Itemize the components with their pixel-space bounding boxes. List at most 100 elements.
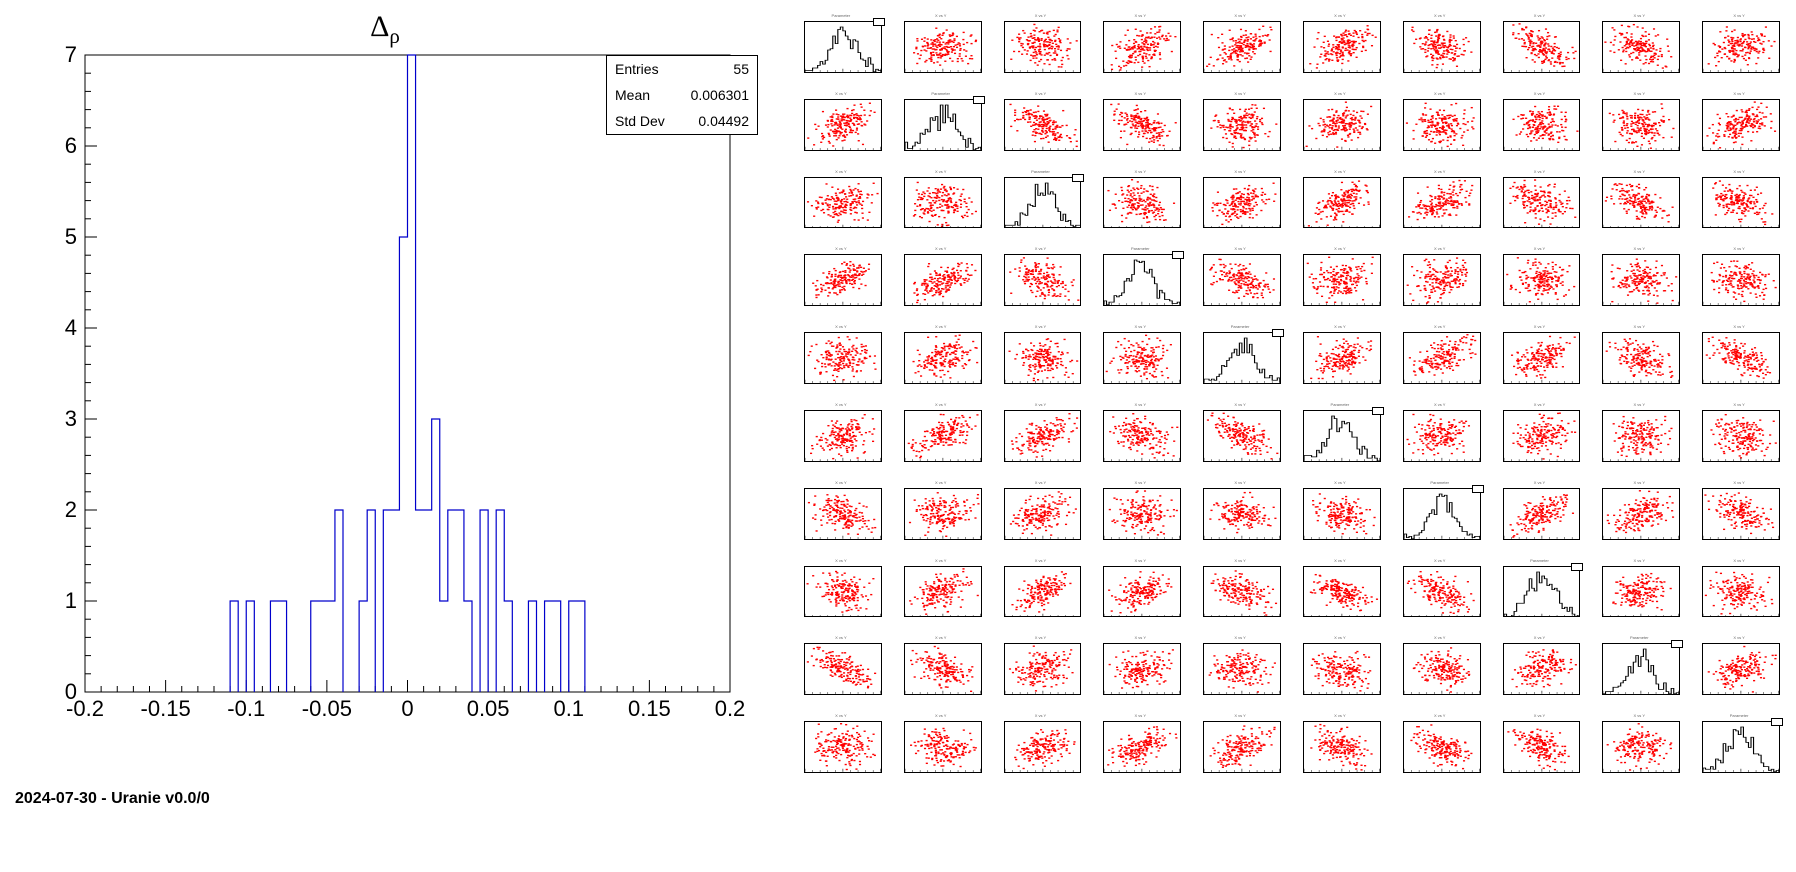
mini-plot-frame — [1702, 721, 1780, 773]
mini-plot-frame — [1403, 332, 1481, 384]
mini-plot-frame — [904, 99, 982, 151]
mini-plot-frame — [1004, 332, 1082, 384]
mini-plot-title: X vs Y — [800, 324, 882, 329]
mini-scatter — [905, 333, 981, 383]
mini-plot-frame — [1702, 21, 1780, 73]
matrix-scatter-cell: X vs Y — [1099, 93, 1181, 153]
matrix-diag-cell: Parameter — [1698, 715, 1780, 775]
mini-plot-frame — [1602, 99, 1680, 151]
matrix-scatter-cell: X vs Y — [1000, 482, 1082, 542]
mini-plot-title: X vs Y — [1299, 480, 1381, 485]
stats-row-entries: Entries 55 — [607, 56, 757, 82]
mini-plot-frame — [1503, 643, 1581, 695]
mini-scatter — [1204, 22, 1280, 72]
mini-plot-frame — [1702, 410, 1780, 462]
histogram-panel: Δρ -0.2-0.15-0.1-0.0500.050.10.150.20123… — [0, 0, 770, 780]
mini-plot-title: X vs Y — [1199, 713, 1281, 718]
mini-plot-title: X vs Y — [800, 402, 882, 407]
mini-scatter — [1204, 178, 1280, 228]
mini-scatter — [1703, 178, 1779, 228]
matrix-scatter-cell: X vs Y — [1099, 637, 1181, 697]
mini-plot-frame — [1203, 332, 1281, 384]
mini-plot-title: X vs Y — [1000, 480, 1082, 485]
matrix-scatter-cell: X vs Y — [1199, 482, 1281, 542]
mini-scatter — [1104, 333, 1180, 383]
matrix-scatter-cell: X vs Y — [1099, 560, 1181, 620]
matrix-scatter-cell: X vs Y — [1000, 248, 1082, 308]
mini-plot-frame — [1004, 643, 1082, 695]
mini-plot-frame — [1403, 21, 1481, 73]
mini-plot-title: X vs Y — [800, 558, 882, 563]
mini-plot-frame — [1503, 721, 1581, 773]
mini-scatter — [1703, 255, 1779, 305]
matrix-scatter-cell: X vs Y — [1099, 326, 1181, 386]
mini-scatter — [1404, 411, 1480, 461]
mini-plot-title: X vs Y — [1000, 402, 1082, 407]
mini-plot-frame — [1004, 254, 1082, 306]
matrix-scatter-cell: X vs Y — [1000, 404, 1082, 464]
mini-plot-frame — [1004, 721, 1082, 773]
matrix-scatter-cell: X vs Y — [1698, 560, 1780, 620]
mini-stats-box — [973, 96, 985, 104]
mini-plot-frame — [1602, 177, 1680, 229]
mini-scatter — [1703, 100, 1779, 150]
matrix-scatter-cell: X vs Y — [1399, 404, 1481, 464]
mini-plot-title: X vs Y — [1299, 246, 1381, 251]
mini-plot-title: X vs Y — [1698, 13, 1780, 18]
mini-scatter — [1603, 333, 1679, 383]
mini-scatter — [1603, 411, 1679, 461]
matrix-scatter-cell: X vs Y — [1598, 171, 1680, 231]
matrix-scatter-cell: X vs Y — [900, 560, 982, 620]
footer-text: 2024-07-30 - Uranie v0.0/0 — [15, 790, 210, 808]
matrix-scatter-cell: X vs Y — [1099, 171, 1181, 231]
matrix-scatter-cell: X vs Y — [1698, 326, 1780, 386]
mini-plot-frame — [1702, 177, 1780, 229]
matrix-scatter-cell: X vs Y — [1000, 637, 1082, 697]
mini-plot-title: X vs Y — [1399, 91, 1481, 96]
mini-plot-frame — [1503, 488, 1581, 540]
mini-scatter — [1304, 255, 1380, 305]
mini-scatter — [1703, 567, 1779, 617]
stats-row-stddev: Std Dev 0.04492 — [607, 108, 757, 134]
mini-scatter — [1404, 567, 1480, 617]
matrix-scatter-cell: X vs Y — [1499, 404, 1581, 464]
mini-scatter — [1304, 644, 1380, 694]
mini-plot-title: X vs Y — [1499, 246, 1581, 251]
mini-plot-frame — [1503, 332, 1581, 384]
mini-plot-title: X vs Y — [1199, 558, 1281, 563]
mini-scatter — [1603, 100, 1679, 150]
mini-plot-title: X vs Y — [800, 480, 882, 485]
mini-plot-title: X vs Y — [1598, 324, 1680, 329]
mini-scatter — [1104, 567, 1180, 617]
mini-stats-box — [1571, 563, 1583, 571]
mini-plot-title: X vs Y — [1598, 169, 1680, 174]
mini-plot-title: X vs Y — [1399, 635, 1481, 640]
mini-plot-title: X vs Y — [900, 246, 982, 251]
mini-plot-title: X vs Y — [1000, 713, 1082, 718]
mini-plot-title: X vs Y — [900, 169, 982, 174]
stats-entries-label: Entries — [615, 61, 659, 77]
mini-scatter — [1005, 489, 1081, 539]
mini-plot-frame — [1403, 177, 1481, 229]
canvas: Δρ -0.2-0.15-0.1-0.0500.050.10.150.20123… — [0, 0, 1796, 872]
mini-plot-frame — [1503, 99, 1581, 151]
mini-plot-title: X vs Y — [1299, 558, 1381, 563]
mini-plot-title: X vs Y — [1099, 91, 1181, 96]
mini-scatter — [1204, 722, 1280, 772]
mini-scatter — [905, 178, 981, 228]
mini-plot-title: X vs Y — [1099, 635, 1181, 640]
matrix-scatter-cell: X vs Y — [900, 637, 982, 697]
mini-scatter — [1005, 100, 1081, 150]
mini-scatter — [805, 489, 881, 539]
mini-plot-frame — [1702, 99, 1780, 151]
mini-plot-title: X vs Y — [1499, 13, 1581, 18]
mini-scatter — [1304, 333, 1380, 383]
mini-plot-frame — [1103, 643, 1181, 695]
mini-scatter — [1005, 722, 1081, 772]
mini-scatter — [1504, 489, 1580, 539]
mini-plot-title: X vs Y — [1698, 246, 1780, 251]
mini-scatter — [1404, 22, 1480, 72]
matrix-scatter-cell: X vs Y — [1099, 404, 1181, 464]
mini-plot-title: X vs Y — [1698, 91, 1780, 96]
matrix-scatter-cell: X vs Y — [1698, 248, 1780, 308]
